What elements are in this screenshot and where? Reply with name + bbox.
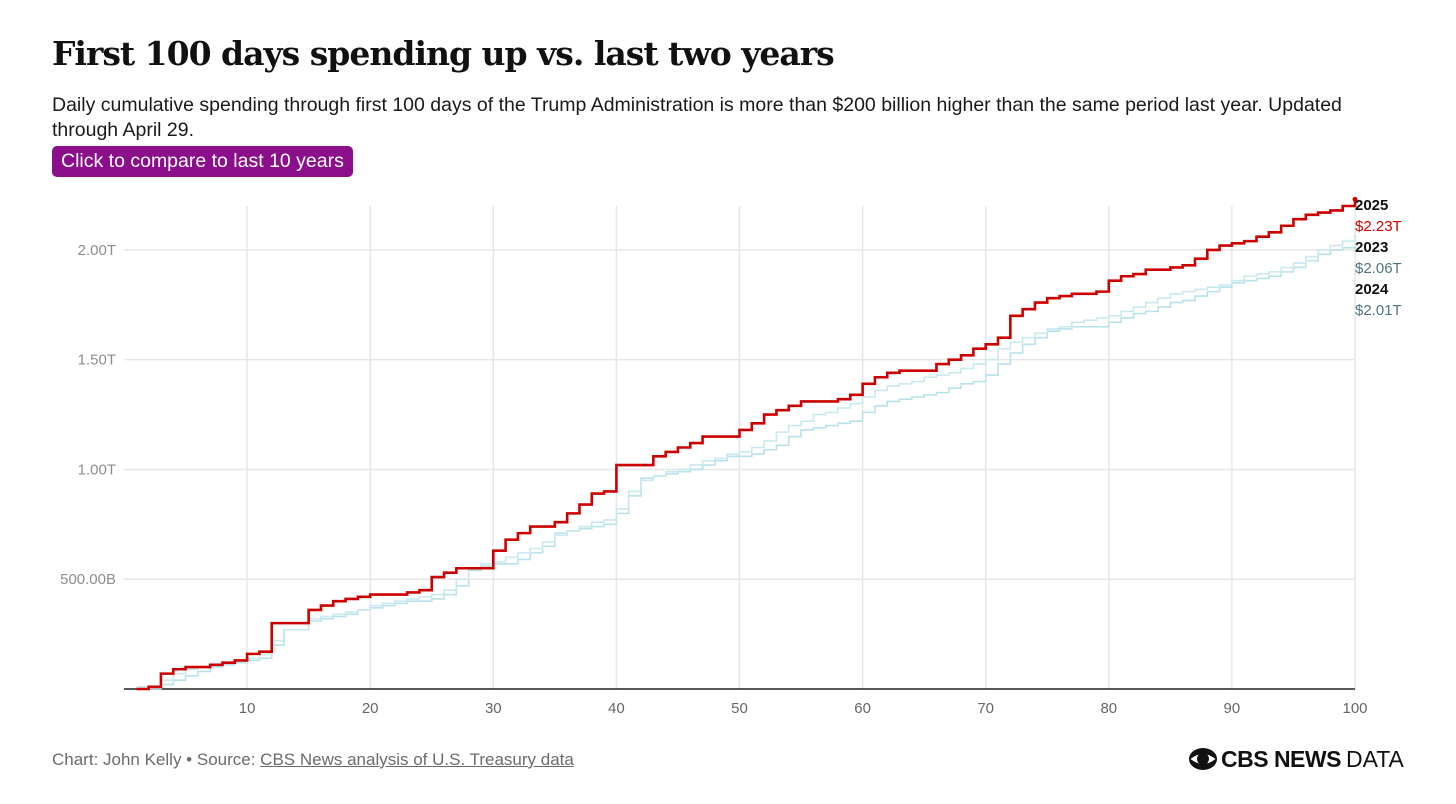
- end-label-year-2025: 2025: [1355, 197, 1388, 214]
- series-line-2023: [136, 236, 1356, 688]
- series-line-2024: [136, 246, 1355, 690]
- end-label-value-2025: $2.23T: [1355, 218, 1402, 235]
- logo-brand: CBS NEWS: [1221, 745, 1341, 772]
- y-tick-label: 500.00B: [60, 571, 116, 588]
- spending-chart: 10 20 30 40 50 60 70 80 90 100 500.00B 1.00T 1.50T 2.…: [60, 196, 1402, 717]
- x-tick-label: 70: [977, 700, 994, 717]
- x-tick-label: 10: [239, 700, 256, 717]
- source-link[interactable]: CBS News analysis of U.S. Treasury data: [260, 750, 574, 769]
- series-endpoint-2023: [1353, 235, 1357, 239]
- logo-suffix: DATA: [1345, 745, 1404, 772]
- x-tick-label: 30: [485, 700, 502, 717]
- chart-subtitle: Daily cumulative spending through first …: [52, 94, 1342, 141]
- end-label-year-2023: 2023: [1355, 239, 1388, 256]
- chart-credit-text: Chart: John Kelly • Source:: [52, 750, 261, 769]
- cbs-eye-icon: [1189, 748, 1217, 770]
- x-tick-label: 100: [1342, 700, 1367, 717]
- cbs-news-data-logo: CBS NEWS DATA: [1188, 742, 1404, 776]
- y-tick-label: 2.00T: [78, 242, 116, 259]
- series-endpoint-2024: [1353, 246, 1357, 250]
- x-tick-label: 60: [854, 700, 871, 717]
- series-endpoint-2025: [1352, 196, 1358, 202]
- chart-title: First 100 days spending up vs. last two …: [52, 34, 835, 73]
- y-tick-label: 1.50T: [78, 352, 116, 369]
- x-tick-label: 40: [608, 700, 625, 717]
- footer-credit: Chart: John Kelly • Source: CBS News ana…: [52, 750, 574, 770]
- end-label-year-2024: 2024: [1355, 281, 1389, 298]
- x-tick-label: 20: [362, 700, 379, 717]
- x-tick-label: 90: [1224, 700, 1241, 717]
- end-label-value-2023: $2.06T: [1355, 260, 1402, 277]
- x-tick-label: 80: [1100, 700, 1117, 717]
- compare-last-10-years-button[interactable]: Click to compare to last 10 years: [52, 146, 353, 177]
- y-tick-label: 1.00T: [78, 461, 116, 478]
- end-label-value-2024: $2.01T: [1355, 302, 1402, 319]
- series-line-2025: [136, 199, 1357, 691]
- x-tick-label: 50: [731, 700, 748, 717]
